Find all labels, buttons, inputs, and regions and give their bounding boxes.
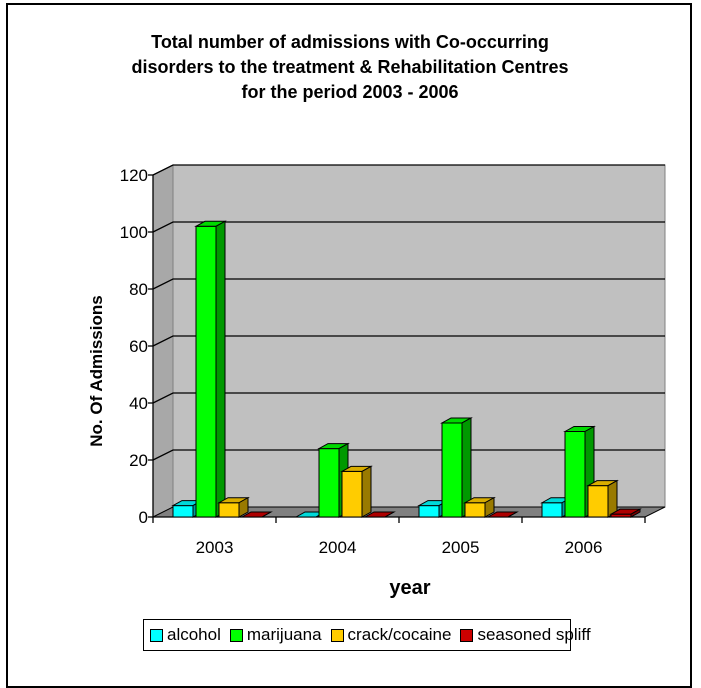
gridline-20	[152, 449, 665, 461]
legend-label: seasoned spliff	[477, 625, 591, 644]
bar-crack-cocaine-2006	[586, 479, 619, 518]
bar-crack-cocaine-2004-front	[341, 470, 363, 518]
bar-crack-cocaine-2005	[463, 496, 496, 518]
bar-marijuana-2005	[440, 417, 473, 518]
gridline-120	[152, 164, 665, 176]
x-tick-label-2004: 2004	[319, 538, 357, 557]
bar-seasoned-spliff-2003	[240, 511, 273, 518]
bar-marijuana-2004-front	[318, 448, 340, 518]
bar-alcohol-2005-front	[418, 505, 440, 518]
bar-marijuana-2003-front	[195, 225, 217, 518]
gridline-60	[152, 335, 665, 347]
y-tick-label-0: 0	[139, 508, 148, 527]
bar-crack-cocaine-2003-front	[218, 502, 240, 518]
y-tick-label-100: 100	[120, 223, 148, 242]
legend-label: crack/cocaine	[347, 625, 452, 644]
bar-seasoned-spliff-2005-side	[507, 511, 518, 518]
x-tick-label-2006: 2006	[565, 538, 603, 557]
bar-crack-cocaine-2004-side	[361, 465, 372, 518]
bar-crack-cocaine-2004	[340, 465, 373, 518]
legend-swatch	[330, 628, 344, 642]
gridline-40	[152, 392, 665, 404]
x-tick-label-2005: 2005	[442, 538, 480, 557]
legend-swatch	[460, 628, 474, 642]
chart-title-line-2: disorders to the treatment & Rehabilitat…	[131, 57, 569, 77]
x-axis-label: year	[389, 577, 431, 599]
legend-swatch	[150, 628, 163, 642]
bar-marijuana-2006-front	[564, 431, 586, 518]
bar-crack-cocaine-2005-front	[464, 502, 486, 518]
legend-label: alcohol	[167, 625, 221, 644]
bar-marijuana-2005-front	[441, 422, 463, 518]
bar-crack-cocaine-2005-side	[484, 496, 495, 518]
bar-crack-cocaine-2003-side	[238, 496, 249, 518]
bar-crack-cocaine-2006-front	[587, 485, 609, 518]
y-tick-label-60: 60	[129, 337, 148, 356]
y-tick-label-40: 40	[129, 394, 148, 413]
y-tick-label-80: 80	[129, 280, 148, 299]
legend-item-seasoned-spliff: seasoned spliff	[460, 625, 591, 645]
y-tick-label-20: 20	[129, 451, 148, 470]
legend-item-crack-cocaine: crack/cocaine	[330, 625, 452, 645]
legend: alcohol marijuana crack/cocaine seasoned sp…	[143, 619, 591, 651]
chart-title: Total number of admissions with Co-occur…	[0, 30, 700, 105]
bar-seasoned-spliff-2003-side	[261, 511, 272, 518]
legend-label: marijuana	[246, 625, 322, 644]
x-tick-label-2003: 2003	[196, 538, 234, 557]
legend-item-marijuana: marijuana	[229, 625, 322, 645]
legend-swatch	[229, 628, 243, 642]
bar-seasoned-spliff-2004-side	[384, 511, 395, 518]
bar-marijuana-2003	[194, 220, 227, 518]
bar-marijuana-2003-side	[215, 220, 226, 518]
y-tick-label-120: 120	[120, 166, 148, 185]
bar-crack-cocaine-2003	[217, 496, 250, 518]
chart-title-line-3: for the period 2003 - 2006	[241, 82, 459, 102]
gridline-80	[152, 278, 665, 290]
bar-seasoned-spliff-2004	[363, 511, 396, 518]
bar-alcohol-2003-front	[172, 505, 194, 518]
bar-alcohol-2006-front	[541, 502, 563, 518]
chart-title-line-1: Total number of admissions with Co-occur…	[151, 32, 549, 52]
gridline-100	[152, 221, 665, 233]
y-axis-label: No. Of Admissions	[87, 295, 106, 447]
legend-item-alcohol: alcohol	[150, 625, 221, 645]
bar-seasoned-spliff-2006	[609, 508, 642, 518]
bar-seasoned-spliff-2006-side	[630, 508, 641, 518]
bar-seasoned-spliff-2005	[486, 511, 519, 518]
